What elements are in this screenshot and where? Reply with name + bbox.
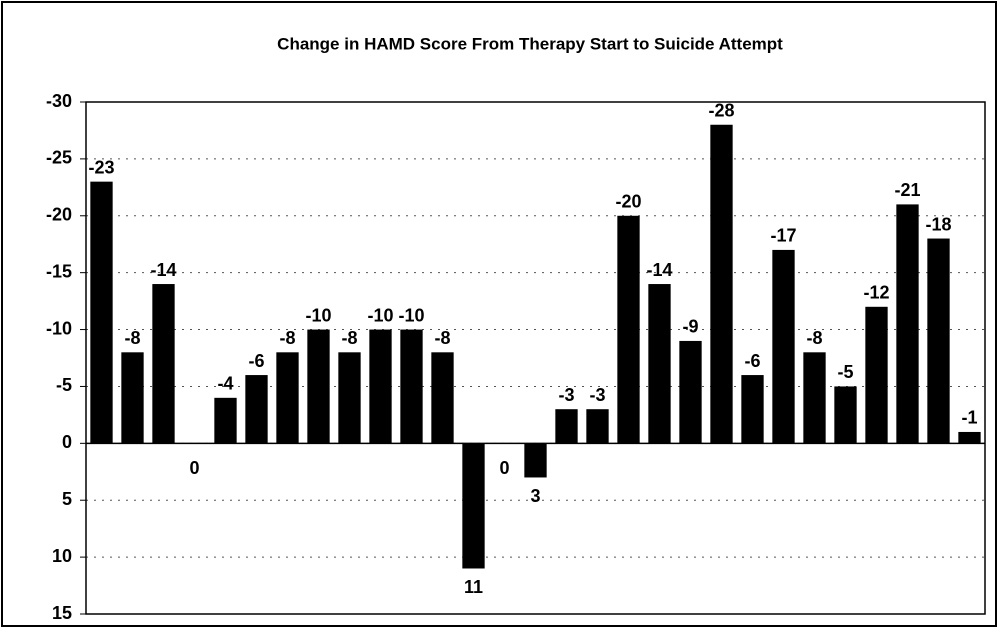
data-label: -18: [925, 214, 951, 234]
data-label: -10: [305, 305, 331, 325]
bar: [772, 249, 795, 444]
data-label: -17: [770, 226, 796, 246]
bar: [555, 409, 578, 444]
data-label: -8: [279, 328, 295, 348]
data-label: -3: [558, 385, 574, 405]
bar: [214, 397, 237, 444]
y-tick-label: -10: [46, 318, 72, 338]
data-label: 11: [464, 577, 483, 597]
bar: [307, 329, 330, 444]
data-label: -9: [682, 317, 698, 337]
bar: [803, 352, 826, 444]
chart-title: Change in HAMD Score From Therapy Start …: [277, 34, 783, 53]
bar: [276, 352, 299, 444]
y-tick-label: -5: [56, 375, 72, 395]
data-label: -3: [589, 385, 605, 405]
data-label: -10: [367, 305, 393, 325]
data-label: -8: [341, 328, 357, 348]
y-tick-label: 10: [52, 546, 72, 566]
bar: [834, 386, 857, 444]
data-label: -28: [708, 101, 734, 121]
bar: [431, 352, 454, 444]
bar: [121, 352, 144, 444]
bar: [896, 204, 919, 444]
data-label: -1: [961, 408, 977, 428]
bar: [369, 329, 392, 444]
bar: [586, 409, 609, 444]
data-label: -6: [248, 351, 264, 371]
data-label: -23: [88, 157, 114, 177]
data-label: -5: [837, 362, 853, 382]
bar: [648, 284, 671, 444]
data-label: -8: [124, 328, 140, 348]
bar: [245, 375, 268, 444]
bar: [152, 284, 175, 444]
data-label: -6: [744, 351, 760, 371]
y-tick-label: -15: [46, 261, 72, 281]
bar: [338, 352, 361, 444]
data-label: 0: [189, 458, 199, 478]
bar: [462, 443, 485, 569]
bar: [679, 340, 702, 444]
bar: [400, 329, 423, 444]
bar: [927, 238, 950, 444]
bar: [710, 124, 733, 444]
bar: [865, 306, 888, 444]
plot-area: [85, 101, 986, 615]
data-label: -4: [217, 374, 233, 394]
data-label: -12: [863, 283, 889, 303]
data-label: -14: [150, 260, 176, 280]
y-tick-label: 0: [62, 432, 72, 452]
bar: [958, 431, 981, 444]
y-tick-label: 15: [52, 603, 72, 623]
bar: [741, 375, 764, 444]
bar: [90, 181, 113, 444]
data-label: -20: [615, 192, 641, 212]
y-tick-label: 5: [62, 489, 72, 509]
data-label: -14: [646, 260, 672, 280]
data-label: 0: [499, 458, 509, 478]
y-tick-label: -30: [46, 91, 72, 111]
data-label: -8: [806, 328, 822, 348]
bar: [524, 443, 547, 478]
bar: [617, 215, 640, 444]
data-label: 3: [530, 486, 540, 506]
data-label: -10: [398, 305, 424, 325]
y-tick-label: -25: [46, 148, 72, 168]
y-tick-label: -20: [46, 205, 72, 225]
data-label: -8: [434, 328, 450, 348]
data-label: -21: [894, 180, 920, 200]
